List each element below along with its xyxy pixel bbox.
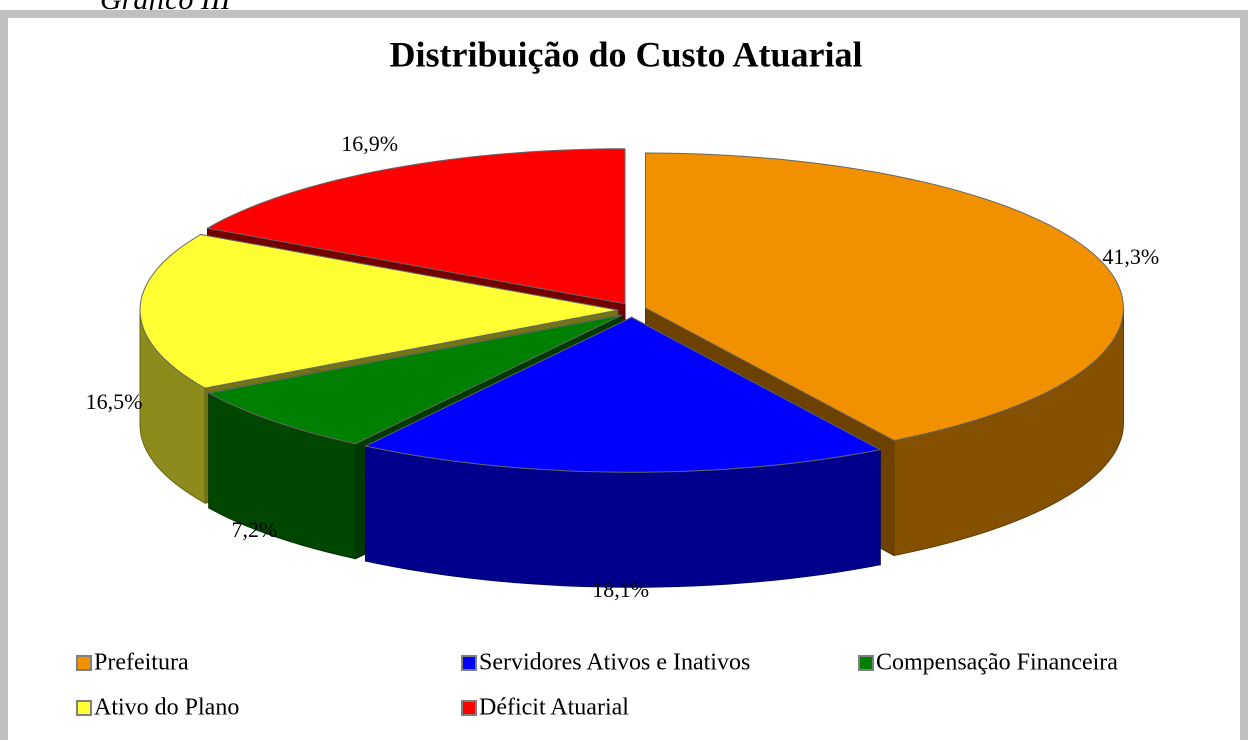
legend-label: Ativo do Plano (94, 695, 239, 721)
slice (206, 148, 626, 305)
data-label: 16,5% (86, 389, 143, 414)
slice (139, 233, 619, 389)
legend-label: Servidores Ativos e Inativos (479, 650, 750, 676)
legend-swatch (461, 655, 477, 671)
data-label: 7,2% (231, 517, 277, 542)
legend-swatch (76, 700, 92, 716)
data-label: 18,1% (592, 577, 649, 602)
legend-swatch (461, 700, 477, 716)
legend-label: Compensação Financeira (876, 650, 1118, 676)
slice (645, 152, 1124, 442)
slice (363, 316, 882, 473)
legend-label: Prefeitura (94, 650, 189, 676)
slice-tops (139, 148, 1124, 473)
legend-swatch (76, 655, 92, 671)
legend-swatch (858, 655, 874, 671)
slice (207, 314, 623, 445)
data-label: 16,9% (341, 131, 398, 156)
data-label: 41,3% (1102, 244, 1159, 269)
legend-label: Déficit Atuarial (479, 695, 629, 721)
chart-title: Distribuição do Custo Atuarial (389, 34, 862, 74)
